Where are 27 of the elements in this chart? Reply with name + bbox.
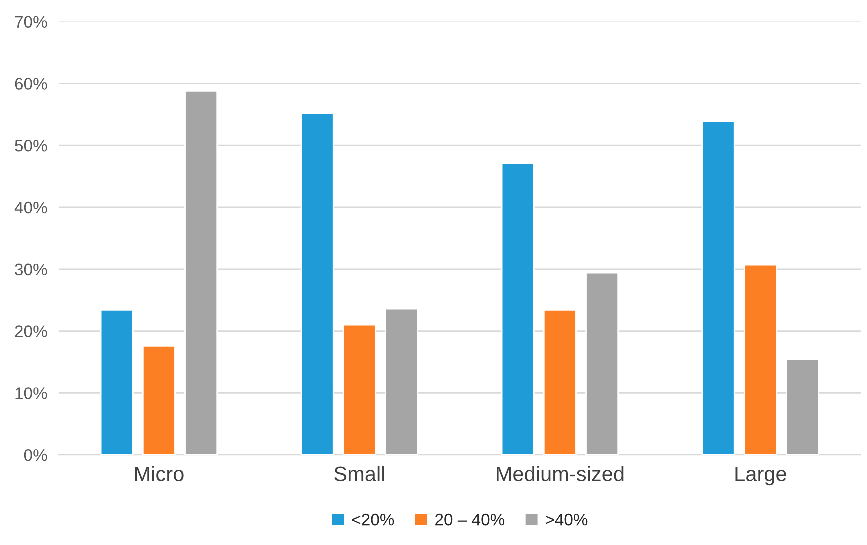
y-tick-label: 0% (24, 449, 48, 462)
legend-label: <20% (352, 514, 394, 526)
bar (142, 345, 176, 456)
bar (543, 310, 577, 456)
x-tick-label: Large (736, 466, 786, 486)
bar (385, 308, 419, 456)
bar (184, 90, 218, 456)
y-tick-label: 30% (15, 264, 48, 276)
bar (702, 120, 736, 456)
bar (100, 310, 134, 456)
bar (501, 162, 535, 456)
y-tick-label: 70% (15, 16, 48, 28)
y-tick-label: 60% (15, 78, 48, 90)
legend-label: 20 – 40% (436, 514, 505, 526)
y-tick-label: 20% (15, 326, 48, 338)
legend-label: >40% (546, 514, 588, 526)
bar (300, 112, 334, 456)
y-tick-label: 10% (16, 388, 48, 400)
bar (586, 272, 620, 456)
y-tick-label: 40% (14, 202, 48, 214)
bar (342, 324, 376, 456)
x-tick-label: Small (334, 466, 384, 482)
x-tick-label: Micro (135, 466, 184, 482)
bar (786, 359, 820, 456)
bar (744, 264, 778, 456)
y-tick-label: 50% (15, 140, 48, 152)
x-tick-label: Medium-sized (497, 466, 624, 482)
